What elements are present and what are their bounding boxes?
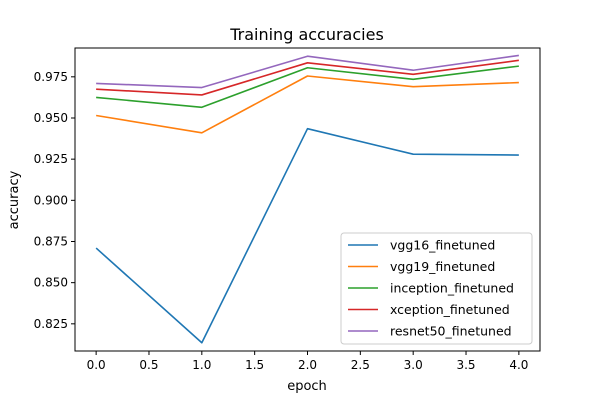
legend: vgg16_finetuned vgg19_finetuned inception_…	[340, 232, 533, 345]
x-tick-label: 2.0	[298, 358, 317, 372]
y-tick-label: 0.900	[34, 193, 68, 207]
legend-label: xception_finetuned	[390, 302, 510, 317]
y-tick-label: 0.850	[34, 276, 68, 290]
x-tick-label: 0.5	[139, 358, 158, 372]
y-tick-label: 0.975	[34, 70, 68, 84]
series-line-vgg19-finetuned	[96, 75, 519, 134]
series-line-resnet50-finetuned	[96, 54, 519, 89]
legend-label: inception_finetuned	[390, 281, 514, 296]
legend-label: vgg19_finetuned	[390, 259, 495, 274]
x-tick-label: 4.0	[509, 358, 528, 372]
series-line-inception-finetuned	[96, 65, 519, 109]
x-axis-label: epoch	[287, 379, 327, 394]
legend-label: resnet50_finetuned	[390, 324, 512, 339]
y-tick-label: 0.950	[34, 111, 68, 125]
legend-label: vgg16_finetuned	[390, 238, 495, 253]
y-axis: 0.825 0.850 0.875 0.900 0.925 0.950 0.975	[34, 70, 75, 331]
x-tick-label: 3.5	[456, 358, 475, 372]
x-tick-label: 0.0	[87, 358, 106, 372]
legend-box	[340, 232, 533, 345]
x-tick-label: 1.5	[245, 358, 264, 372]
series-line-xception-finetuned	[96, 59, 519, 96]
series-layer	[95, 54, 519, 344]
chart-title: Training accuracies	[229, 25, 384, 44]
x-tick-label: 2.5	[351, 358, 370, 372]
x-tick-label: 3.0	[404, 358, 423, 372]
y-tick-label: 0.875	[34, 234, 68, 248]
y-axis-label: accuracy	[7, 170, 22, 229]
y-tick-label: 0.925	[34, 152, 68, 166]
x-tick-label: 1.0	[192, 358, 211, 372]
y-tick-label: 0.825	[34, 317, 68, 331]
x-axis: 0.0 0.5 1.0 1.5 2.0 2.5 3.0 3.5 4.0	[87, 351, 528, 372]
series-line-vgg16-finetuned	[95, 127, 519, 344]
